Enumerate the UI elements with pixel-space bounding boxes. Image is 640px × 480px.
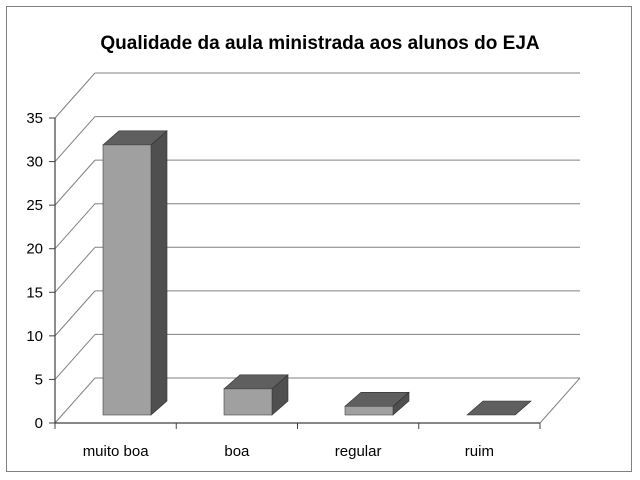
gridlines bbox=[54, 72, 580, 380]
y-tick-label-2: 10 bbox=[26, 328, 43, 345]
bar-2 bbox=[344, 391, 410, 416]
side-wall-gridline-5 bbox=[54, 159, 96, 206]
bar-3 bbox=[466, 400, 532, 416]
bar-1-front bbox=[223, 388, 273, 416]
y-tick-label-0: 0 bbox=[35, 415, 43, 432]
bar-2-front bbox=[344, 405, 394, 416]
y-tick-label-4: 20 bbox=[26, 241, 43, 258]
floor-left-edge bbox=[54, 377, 96, 424]
bar-1 bbox=[223, 374, 289, 416]
x-category-label-2: regular bbox=[335, 443, 382, 460]
side-wall-gridline-1 bbox=[54, 334, 96, 380]
y-tick-label-7: 35 bbox=[26, 110, 43, 127]
bar-0 bbox=[102, 130, 168, 416]
floor-right-edge bbox=[539, 377, 581, 424]
bar-3-top bbox=[466, 400, 532, 416]
y-tick-label-1: 5 bbox=[35, 371, 43, 388]
bar-0-side bbox=[150, 130, 168, 416]
chart-title: Qualidade da aula ministrada aos alunos … bbox=[100, 33, 540, 54]
y-tick-label-3: 15 bbox=[26, 284, 43, 301]
x-category-label-1: boa bbox=[224, 443, 250, 460]
x-category-label-0: muito boa bbox=[83, 443, 150, 460]
axis-labels: 0 5 10 15 20 25 30 35 muito boa boa regular ruim bbox=[26, 110, 494, 460]
bars bbox=[102, 130, 532, 416]
side-wall-gridline-6 bbox=[54, 116, 96, 162]
side-wall-gridline-4 bbox=[54, 203, 96, 250]
bar-0-front bbox=[102, 144, 152, 416]
x-category-label-3: ruim bbox=[465, 443, 494, 460]
side-wall-gridline-2 bbox=[54, 290, 96, 337]
side-wall-gridline-7 bbox=[54, 72, 96, 119]
y-tick-label-5: 25 bbox=[26, 197, 43, 214]
axes bbox=[49, 117, 581, 429]
side-wall-gridline-3 bbox=[54, 246, 96, 293]
y-tick-label-6: 30 bbox=[26, 154, 43, 171]
